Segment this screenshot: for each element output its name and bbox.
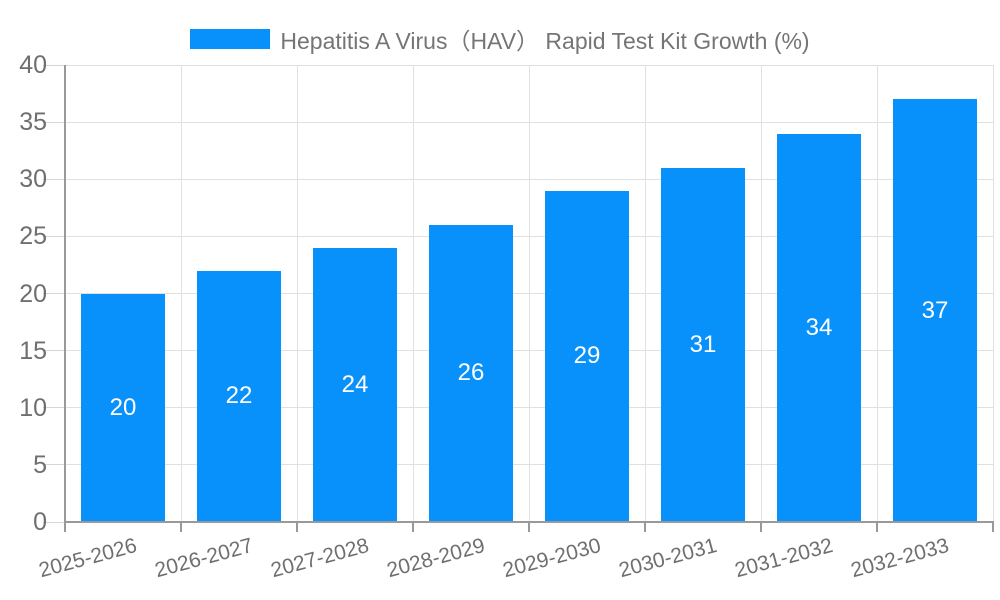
v-gridline (296, 65, 298, 522)
bar (313, 247, 397, 522)
v-gridline (180, 65, 182, 522)
y-tick (43, 178, 65, 180)
x-tick-label: 2026-2027 (151, 534, 255, 583)
x-tick-label: 2030-2031 (615, 534, 719, 583)
bar (81, 293, 165, 522)
y-tick (43, 64, 65, 66)
x-tick (180, 523, 182, 532)
x-tick (876, 523, 878, 532)
x-tick-label: 2031-2032 (731, 534, 835, 583)
x-tick-label: 2032-2033 (847, 534, 951, 583)
x-tick-label: 2027-2028 (267, 534, 371, 583)
v-gridline (644, 65, 646, 522)
v-gridline (876, 65, 878, 522)
legend-swatch (190, 29, 271, 49)
y-tick (43, 121, 65, 123)
x-tick (296, 523, 298, 532)
v-gridline (760, 65, 762, 522)
bar-value-label: 31 (689, 330, 717, 358)
x-tick (760, 523, 762, 532)
x-tick (644, 523, 646, 532)
v-gridline (992, 65, 994, 522)
x-tick (528, 523, 530, 532)
y-tick-label: 0 (33, 508, 47, 536)
bar (893, 99, 977, 522)
y-tick-label: 20 (19, 279, 47, 308)
y-tick-label: 15 (19, 336, 47, 365)
y-tick (43, 235, 65, 237)
y-tick-label: 40 (19, 51, 47, 79)
y-tick-label: 35 (19, 108, 47, 137)
v-gridline (528, 65, 530, 522)
x-tick-label: 2029-2030 (499, 534, 603, 583)
x-tick-label: 2028-2029 (383, 534, 487, 583)
y-tick (43, 407, 65, 409)
bar-value-label: 22 (225, 382, 253, 410)
y-tick-label: 25 (19, 222, 47, 251)
bar-value-label: 26 (457, 359, 485, 387)
v-gridline (412, 65, 414, 522)
x-axis-line (64, 521, 994, 523)
y-tick-label: 10 (19, 393, 47, 422)
x-tick (412, 523, 414, 532)
bar-value-label: 29 (573, 342, 601, 370)
legend-label: Hepatitis A Virus（HAV） Rapid Test Kit Gr… (280, 28, 810, 54)
bar-value-label: 34 (805, 313, 833, 341)
y-tick-label: 30 (19, 165, 47, 194)
legend-item[interactable]: Hepatitis A Virus（HAV） Rapid Test Kit Gr… (0, 22, 1000, 56)
bar-value-label: 20 (109, 393, 137, 421)
bar (545, 190, 629, 522)
x-tick-label: 2025-2026 (35, 534, 139, 583)
bar-value-label: 37 (921, 296, 949, 324)
y-tick (43, 464, 65, 466)
bar (429, 224, 513, 522)
x-tick (992, 523, 994, 532)
y-axis-line (64, 65, 66, 522)
bar (197, 270, 281, 522)
y-tick (43, 521, 65, 523)
y-tick (43, 350, 65, 352)
bar-value-label: 24 (341, 370, 369, 398)
bar (777, 133, 861, 522)
y-tick-label: 5 (33, 450, 47, 479)
x-tick (64, 523, 66, 532)
bar (661, 167, 745, 522)
y-tick (43, 293, 65, 294)
